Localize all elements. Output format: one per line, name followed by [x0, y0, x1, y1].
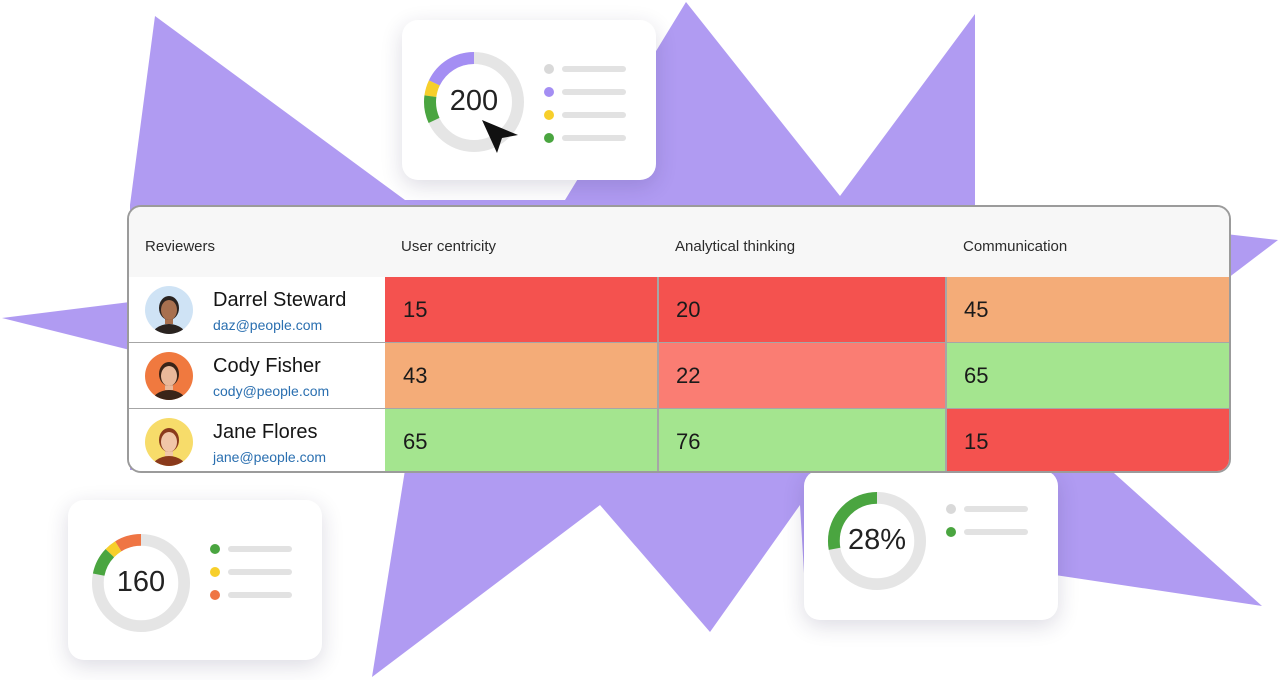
score-value: 22 — [676, 363, 701, 388]
total-donut-chart — [424, 52, 524, 152]
table-row[interactable]: Darrel Steward daz@people.com 15 20 45 — [129, 277, 1229, 343]
table-header: Reviewers User centricity Analytical thi… — [129, 207, 1229, 279]
reviewer-scores-table: Reviewers User centricity Analytical thi… — [127, 205, 1231, 473]
avatar[interactable] — [145, 418, 193, 466]
total-legend-placeholder-bar — [562, 66, 626, 72]
reviewer-name: Jane Flores — [213, 421, 318, 443]
reviewer-name: Cody Fisher — [213, 355, 321, 377]
total-legend-dot — [544, 133, 554, 143]
score-cell[interactable]: 15 — [946, 409, 1229, 471]
score-donut-chart — [91, 533, 191, 633]
score-value: 20 — [676, 297, 701, 322]
avatar[interactable] — [145, 286, 193, 334]
score-cell[interactable]: 65 — [385, 409, 658, 471]
score-legend-placeholder-bar — [228, 592, 292, 598]
score-value: 76 — [676, 429, 701, 454]
table-row[interactable]: Jane Flores jane@people.com 65 76 15 — [129, 409, 1229, 471]
score-value: 65 — [964, 363, 989, 388]
percent-donut-card: 28% — [804, 470, 1058, 620]
column-divider — [945, 343, 947, 409]
total-donut-card: 200 — [402, 20, 656, 180]
score-value: 15 — [964, 429, 989, 454]
percent-ring-segment-1 — [827, 491, 927, 591]
percent-legend-dot — [946, 527, 956, 537]
total-ring-segment-3 — [424, 52, 524, 152]
score-legend-placeholder-bar — [228, 546, 292, 552]
score-legend-dot — [210, 590, 220, 600]
person-icon — [151, 362, 187, 400]
column-divider — [657, 277, 659, 343]
percent-donut-chart — [827, 491, 927, 591]
score-cell[interactable]: 20 — [658, 277, 946, 343]
total-legend-placeholder-bar — [562, 112, 626, 118]
avatar[interactable] — [145, 352, 193, 400]
score-legend-dot — [210, 544, 220, 554]
percent-legend-placeholder-bar — [964, 529, 1028, 535]
reviewer-email-link[interactable]: daz@people.com — [213, 317, 323, 333]
reviewer-email-link[interactable]: jane@people.com — [213, 449, 327, 465]
score-legend-dot — [210, 567, 220, 577]
percent-donut-value: 28% — [847, 524, 907, 556]
total-donut-value: 200 — [449, 85, 499, 117]
reviewer-cell: Darrel Steward daz@people.com — [129, 277, 385, 343]
percent-legend-dot — [946, 504, 956, 514]
total-legend-placeholder-bar — [562, 135, 626, 141]
header-reviewers[interactable]: Reviewers — [145, 238, 216, 255]
reviewer-cell: Jane Flores jane@people.com — [129, 409, 385, 471]
mouse-pointer-icon — [482, 120, 518, 153]
score-cell[interactable]: 65 — [946, 343, 1229, 409]
total-legend-dot — [544, 87, 554, 97]
score-value: 43 — [403, 363, 428, 388]
score-value: 45 — [964, 297, 989, 322]
score-cell[interactable]: 76 — [658, 409, 946, 471]
column-divider — [945, 277, 947, 343]
score-ring-segment-1 — [91, 533, 191, 633]
score-donut-card: 160 — [68, 500, 322, 660]
header-communication[interactable]: Communication — [963, 238, 1068, 255]
header-analytical-thinking[interactable]: Analytical thinking — [675, 238, 796, 255]
score-cell[interactable]: 15 — [385, 277, 658, 343]
total-legend-dot — [544, 64, 554, 74]
column-divider — [945, 409, 947, 471]
percent-legend-placeholder-bar — [964, 506, 1028, 512]
score-cell[interactable]: 45 — [946, 277, 1229, 343]
reviewer-email-link[interactable]: cody@people.com — [213, 383, 330, 399]
reviewer-name: Darrel Steward — [213, 289, 347, 311]
person-icon — [151, 296, 187, 334]
score-value: 15 — [403, 297, 428, 322]
reviewer-cell: Cody Fisher cody@people.com — [129, 343, 385, 409]
total-ring-segment-1 — [424, 52, 524, 152]
person-icon — [151, 428, 187, 466]
column-divider — [657, 343, 659, 409]
total-legend-dot — [544, 110, 554, 120]
score-donut-value: 160 — [116, 566, 166, 598]
score-legend-placeholder-bar — [228, 569, 292, 575]
column-divider — [657, 409, 659, 471]
table-row[interactable]: Cody Fisher cody@people.com 43 22 65 — [129, 343, 1229, 409]
score-cell[interactable]: 22 — [658, 343, 946, 409]
score-value: 65 — [403, 429, 428, 454]
total-legend-placeholder-bar — [562, 89, 626, 95]
score-cell[interactable]: 43 — [385, 343, 658, 409]
header-user-centricity[interactable]: User centricity — [401, 238, 497, 255]
